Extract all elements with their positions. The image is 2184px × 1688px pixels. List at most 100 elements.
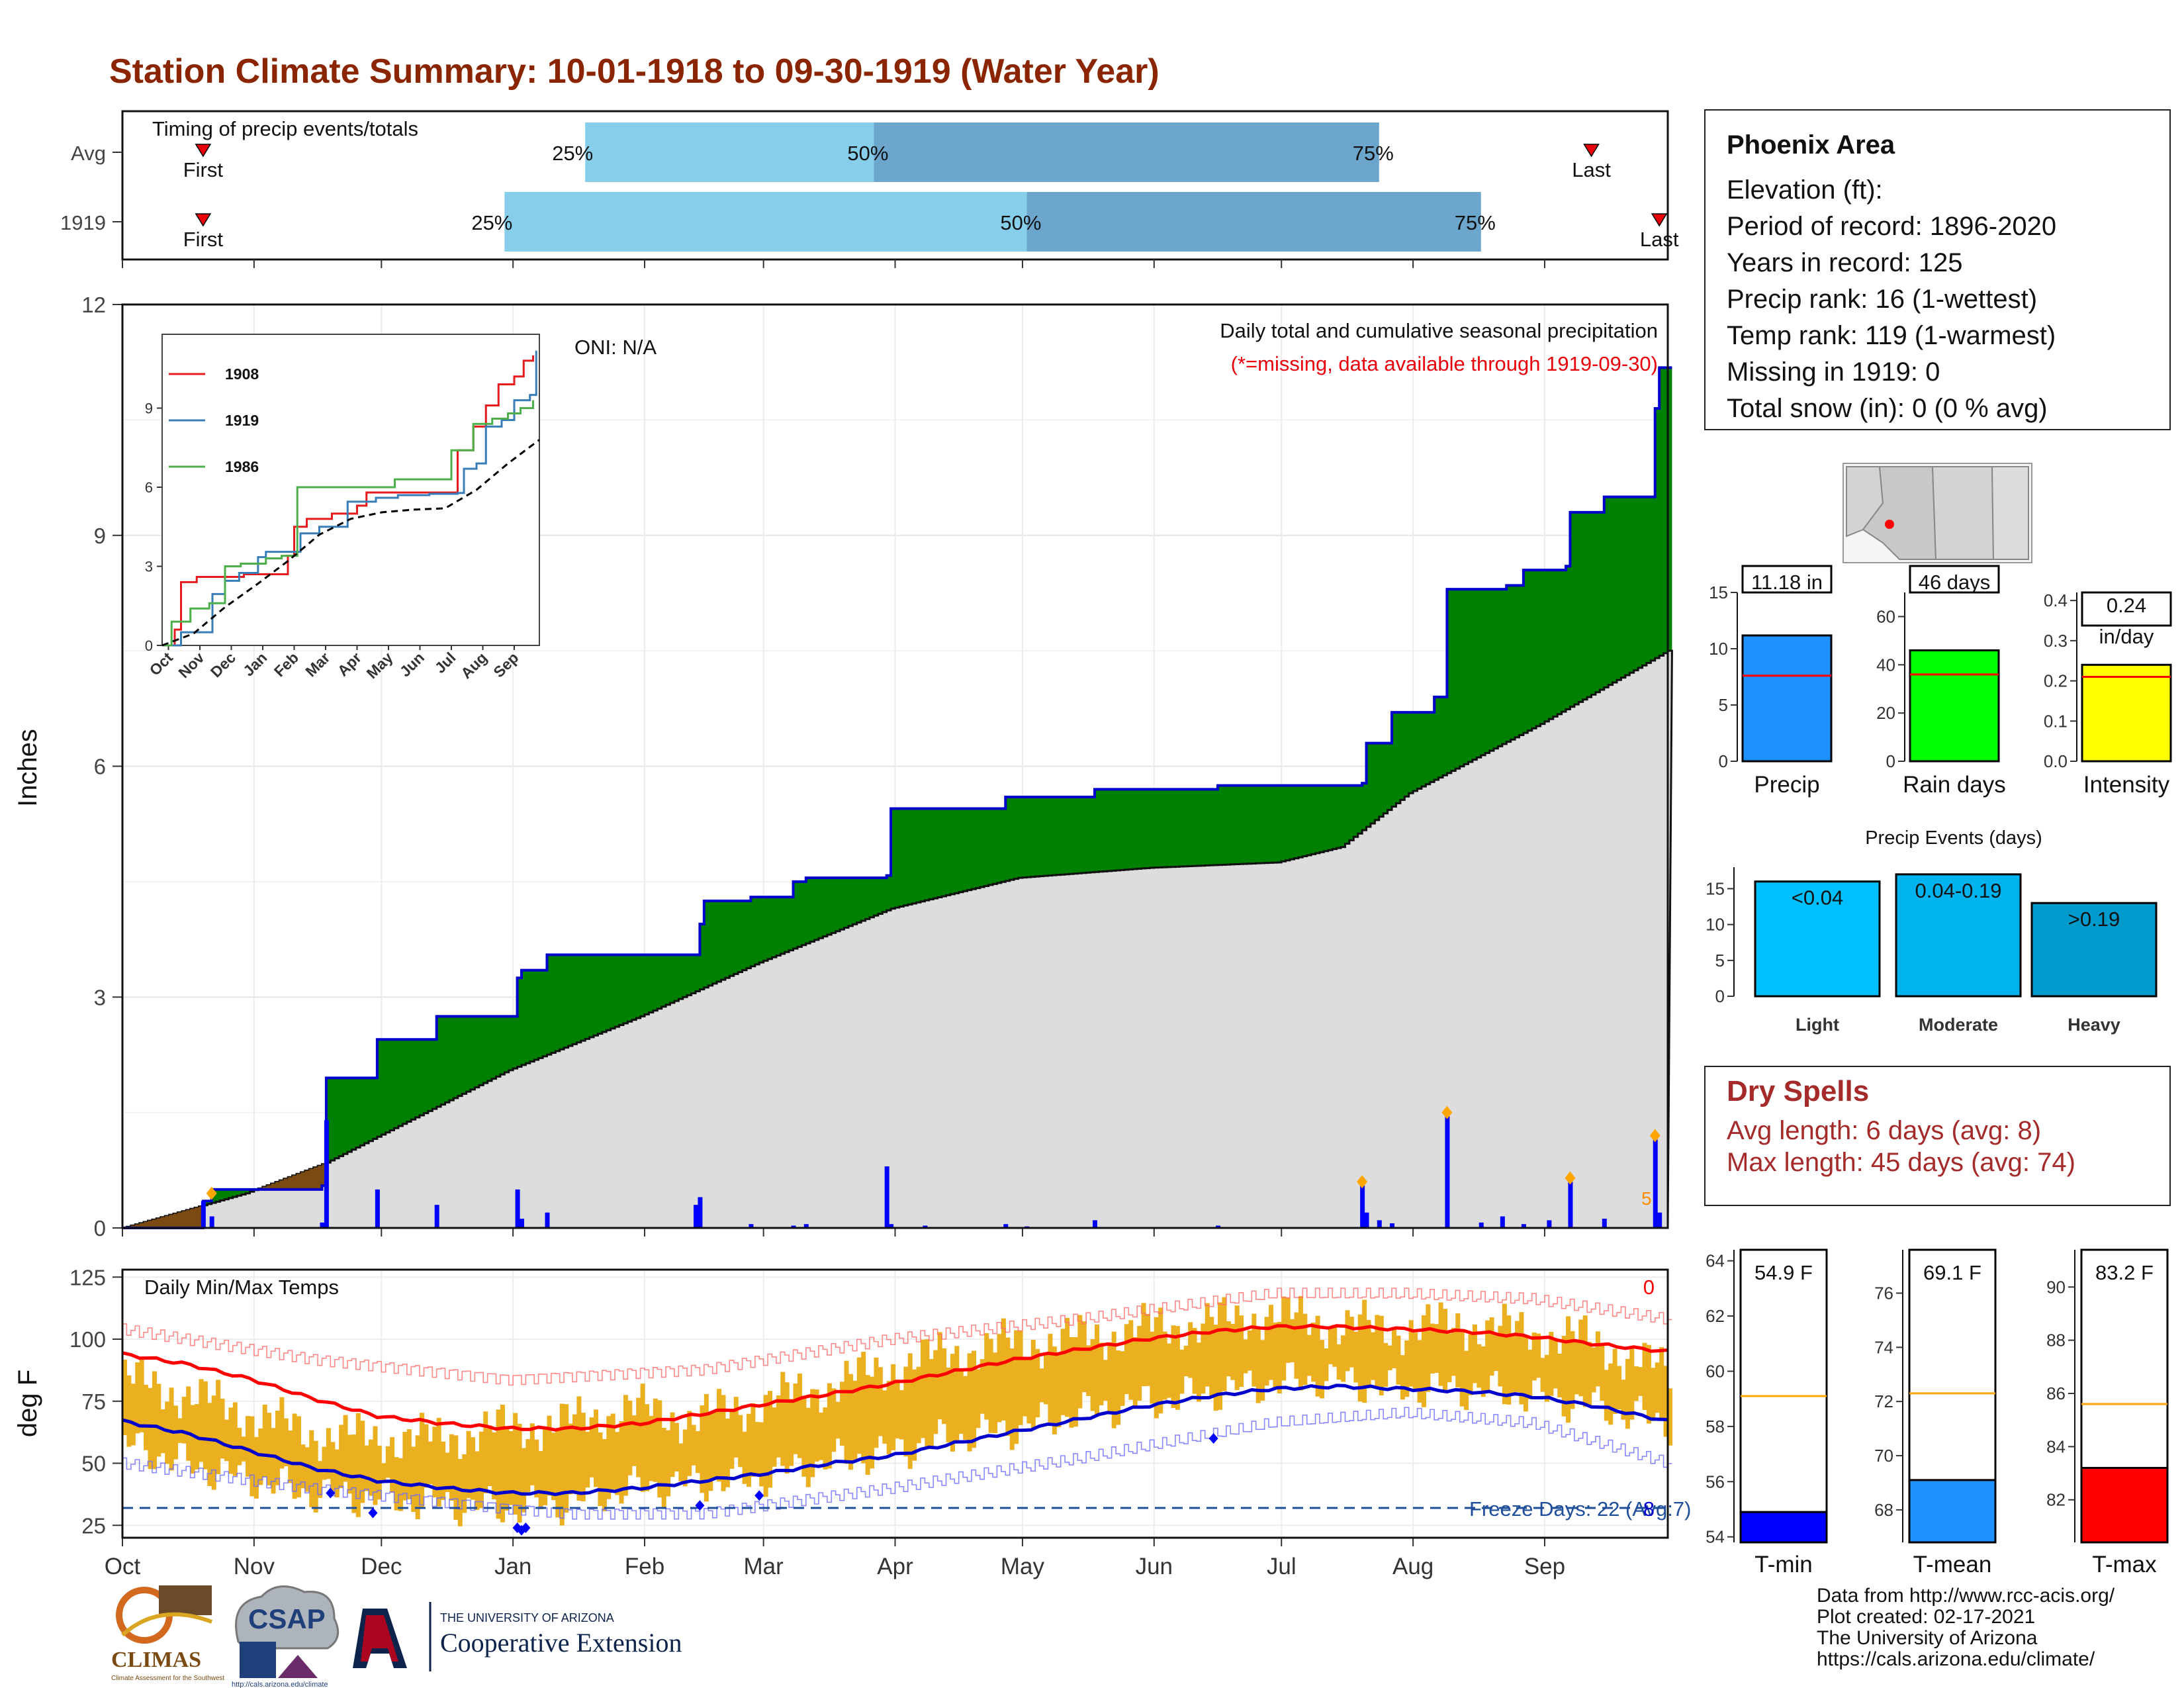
daily-temp-range-bar: [946, 1367, 951, 1442]
daily-temp-range-bar: [1294, 1312, 1299, 1379]
temp-summary-ytick-label: 88: [2046, 1331, 2066, 1350]
daily-temp-range-bar: [852, 1380, 858, 1460]
daily-temp-range-bar: [925, 1339, 930, 1447]
daily-temp-range-bar: [275, 1411, 280, 1485]
daily-temp-range-bar: [283, 1418, 289, 1466]
daily-temp-range-bar: [585, 1431, 590, 1488]
daily-temp-range-bar: [1510, 1334, 1516, 1394]
timing-row-label: Avg: [71, 142, 106, 165]
daily-temp-range-bar: [827, 1383, 832, 1469]
daily-temp-range-bar: [253, 1436, 259, 1499]
temp-summary-ytick-label: 72: [1874, 1391, 1893, 1411]
daily-temp-range-bar: [207, 1403, 212, 1486]
temp-panel-frame: [121, 1268, 1669, 1539]
daily-temp-range-bar: [1141, 1303, 1146, 1387]
daily-temp-range-bar: [559, 1403, 565, 1526]
temp-ytick-label: 100: [69, 1327, 106, 1352]
credit-line-4: https://cals.arizona.edu/climate/: [1817, 1648, 2095, 1670]
daily-temp-range-bar: [721, 1395, 726, 1491]
temp-ytick-label: 75: [81, 1389, 106, 1414]
daily-temp-range-bar: [1651, 1368, 1656, 1421]
freeze-day-marker: [695, 1500, 705, 1511]
daily-temp-range-bar: [250, 1416, 255, 1497]
precip-ytick-label: 3: [94, 985, 106, 1009]
daily-temp-range-bar: [640, 1383, 645, 1492]
daily-temp-range-bar: [861, 1352, 866, 1464]
daily-temp-range-bar: [1124, 1324, 1129, 1395]
temp-summary-category-label: T-max: [2092, 1552, 2157, 1577]
daily-temp-range-bar: [1362, 1299, 1367, 1403]
daily-temp-range-bar: [1226, 1321, 1231, 1377]
daily-temp-range-bar: [594, 1409, 599, 1487]
daily-temp-range-bar: [538, 1450, 543, 1510]
credit-line-3: The University of Arizona: [1817, 1627, 2038, 1649]
record-max-line: [122, 1288, 1672, 1386]
daily-temp-range-bar: [627, 1400, 633, 1476]
daily-temp-range-bar: [1107, 1342, 1113, 1413]
daily-temp-range-bar: [1103, 1360, 1108, 1401]
daily-temp-range-bar: [814, 1389, 819, 1462]
daily-temp-range-bar: [508, 1430, 514, 1505]
precip-ytick-label: 12: [81, 293, 106, 317]
daily-temp-range-bar: [267, 1413, 272, 1485]
heavy-precip-marker: [1441, 1105, 1453, 1119]
daily-temp-range-bar: [364, 1445, 369, 1491]
daily-temp-range-bar: [1158, 1307, 1163, 1414]
daily-temp-range-bar: [1595, 1331, 1600, 1387]
daily-temp-range-bar: [525, 1439, 531, 1493]
daily-temp-range-bar: [1175, 1326, 1180, 1410]
station-info-line: Total snow (in): 0 (0 % avg): [1727, 394, 2048, 423]
temp-summary-ytick-label: 82: [2046, 1490, 2066, 1510]
daily-temp-range-bar: [492, 1432, 497, 1500]
credits: Data from http://www.rcc-acis.org/ Plot …: [1817, 1585, 2115, 1670]
precip-subtitle: Daily total and cumulative seasonal prec…: [1220, 319, 1658, 342]
daily-temp-range-bar: [258, 1428, 263, 1485]
daily-precip-bar: [201, 1201, 206, 1228]
daily-temp-range-bar: [1633, 1366, 1639, 1401]
daily-temp-range-bar: [682, 1429, 688, 1487]
daily-temp-range-bar: [513, 1413, 518, 1515]
timing-panel: Timing of precip events/totals Avg 25% 50%…: [60, 110, 1679, 268]
daily-temp-range-bar: [1515, 1321, 1520, 1393]
month-label: Jul: [1267, 1554, 1297, 1579]
daily-temp-range-bar: [1065, 1317, 1070, 1417]
daily-temp-range-bar: [742, 1431, 747, 1484]
daily-temp-range-bar: [1604, 1370, 1609, 1421]
daily-temp-range-bar: [988, 1338, 993, 1433]
daily-temp-range-bar: [551, 1432, 556, 1501]
daily-temp-range-bar: [130, 1383, 136, 1446]
daily-temp-range-bar: [1269, 1305, 1274, 1380]
daily-temp-range-bar: [1493, 1335, 1499, 1372]
daily-temp-range-bar: [568, 1423, 573, 1495]
mini-ytick-label: 40: [1876, 655, 1895, 675]
daily-temp-range-bar: [181, 1396, 187, 1444]
first-event-label: First: [183, 228, 224, 251]
daily-temp-range-bar: [199, 1379, 204, 1462]
temp-summary-ytick-label: 56: [1706, 1472, 1725, 1491]
daily-temp-range-bar: [729, 1411, 735, 1469]
daily-precip-bar: [1657, 1212, 1662, 1228]
daily-temp-range-bar: [144, 1384, 149, 1450]
daily-temp-range-bar: [649, 1415, 654, 1481]
daily-temp-range-bar: [1162, 1331, 1167, 1400]
daily-temp-range-bar: [1587, 1342, 1592, 1407]
month-label: Nov: [234, 1554, 275, 1579]
temp-summary-value-label: 54.9 F: [1754, 1261, 1813, 1284]
daily-temp-range-bar: [1480, 1346, 1486, 1397]
daily-temp-range-bar: [805, 1407, 811, 1487]
ua-logo-small-text: THE UNIVERSITY OF ARIZONA: [440, 1611, 614, 1624]
temp-ytick-label: 50: [81, 1452, 106, 1476]
daily-temp-range-bar: [746, 1413, 751, 1487]
daily-precip-bar: [1521, 1224, 1526, 1228]
temp-summary-ytick-label: 70: [1874, 1446, 1893, 1466]
daily-temp-range-bar: [963, 1376, 968, 1440]
heavy-precip-marker: [1649, 1129, 1661, 1143]
daily-temp-range-bar: [313, 1440, 318, 1513]
summary-bar-charts: 0 5 10 15 11.18 in Precip 0 20 40 60 46 days Rain d…: [1706, 565, 2172, 1577]
daily-temp-range-bar: [420, 1413, 425, 1507]
daily-temp-range-bar: [402, 1432, 408, 1501]
daily-precip-bar: [375, 1189, 380, 1228]
daily-temp-range-bar: [216, 1380, 221, 1474]
daily-temp-range-bar: [424, 1424, 429, 1488]
